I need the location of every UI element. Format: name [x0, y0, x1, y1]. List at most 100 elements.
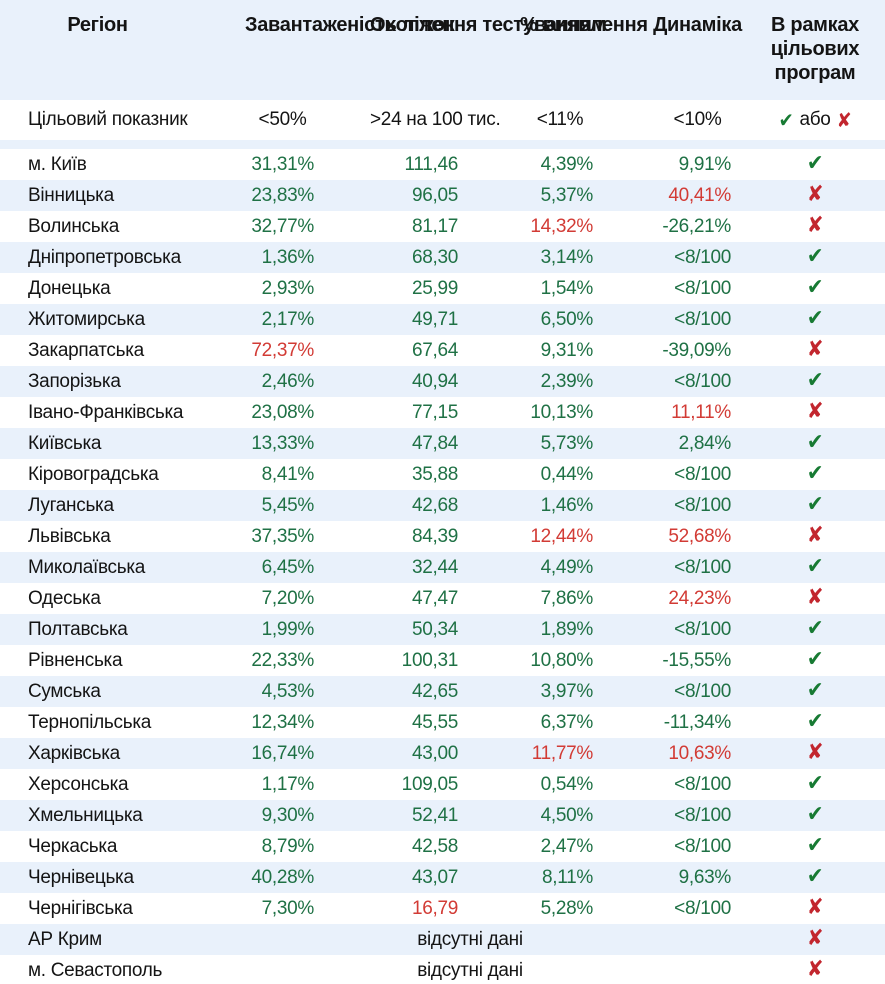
- dynamics-value: 10,63%: [668, 742, 731, 764]
- detection-value: 4,50%: [540, 804, 594, 826]
- dynamics-value: <8/100: [674, 246, 731, 268]
- region-name: Львівська: [28, 525, 111, 547]
- detection-value: 0,54%: [540, 773, 594, 795]
- target-status-legend: ✔ або ✘: [745, 100, 885, 140]
- detection-value: 3,14%: [540, 246, 594, 268]
- status-cell: ✔: [745, 273, 885, 304]
- region-name: Закарпатська: [28, 339, 144, 361]
- testing-value: 52,41: [411, 804, 458, 826]
- table-row: Черкаська 8,79% 42,58 2,47% <8/100 ✔: [0, 831, 885, 862]
- beds-value: 16,74%: [251, 742, 314, 764]
- testing-value: 45,55: [411, 711, 458, 733]
- table-row: Львівська 37,35% 84,39 12,44% 52,68% ✘: [0, 521, 885, 552]
- check-icon: ✔: [806, 368, 824, 394]
- check-icon: ✔: [806, 864, 824, 890]
- target-beds-value: <50%: [195, 100, 320, 140]
- dynamics-value: -11,34%: [663, 711, 732, 733]
- check-icon: ✔: [806, 151, 824, 177]
- status-cell: ✘: [745, 335, 885, 366]
- status-cell: ✔: [745, 552, 885, 583]
- check-icon: ✔: [806, 492, 824, 518]
- check-icon: ✔: [806, 275, 824, 301]
- region-name: Дніпропетровська: [28, 246, 181, 268]
- testing-value: 43,00: [411, 742, 458, 764]
- target-row-label: Цільовий показник: [0, 100, 195, 140]
- testing-value: 47,84: [411, 432, 458, 454]
- cross-icon: ✘: [806, 213, 824, 239]
- testing-value: 81,17: [411, 215, 458, 237]
- table-row: Івано-Франківська 23,08% 77,15 10,13% 11,11%…: [0, 397, 885, 428]
- testing-value: 100,31: [401, 649, 459, 671]
- dynamics-value: <8/100: [674, 494, 731, 516]
- dynamics-value: <8/100: [674, 463, 731, 485]
- detection-value: 3,97%: [540, 680, 594, 702]
- table-row: Вінницька 23,83% 96,05 5,37% 40,41% ✘: [0, 180, 885, 211]
- cross-icon: ✘: [806, 337, 824, 363]
- status-cell: ✔: [745, 831, 885, 862]
- region-name: м. Севастополь: [28, 959, 163, 981]
- status-cell: ✘: [745, 583, 885, 614]
- region-name: Івано-Франківська: [28, 401, 184, 423]
- check-icon: ✔: [806, 616, 824, 642]
- beds-value: 22,33%: [251, 649, 314, 671]
- cross-icon: ✘: [806, 926, 824, 952]
- table-row: Луганська 5,45% 42,68 1,46% <8/100 ✔: [0, 490, 885, 521]
- detection-value: 14,32%: [530, 215, 593, 237]
- detection-value: 6,37%: [540, 711, 594, 733]
- testing-value: 16,79: [411, 897, 458, 919]
- beds-value: 12,34%: [251, 711, 314, 733]
- status-cell: ✔: [745, 614, 885, 645]
- table-row: Чернівецька 40,28% 43,07 8,11% 9,63% ✔: [0, 862, 885, 893]
- cross-icon: ✘: [806, 957, 824, 983]
- check-icon: ✔: [806, 554, 824, 580]
- beds-value: 2,17%: [261, 308, 315, 330]
- status-cell: ✘: [745, 180, 885, 211]
- table-row: Одеська 7,20% 47,47 7,86% 24,23% ✘: [0, 583, 885, 614]
- testing-value: 40,94: [411, 370, 458, 392]
- region-name: Луганська: [28, 494, 114, 516]
- detection-value: 9,31%: [540, 339, 594, 361]
- region-name: Миколаївська: [28, 556, 146, 578]
- column-header-target-programs: В рамках цільових програм: [770, 14, 860, 84]
- detection-value: 11,77%: [531, 742, 594, 764]
- region-name: Рівненська: [28, 649, 123, 671]
- region-name: Черкаська: [28, 835, 118, 857]
- dynamics-value: -15,55%: [662, 649, 731, 671]
- no-data-label: відсутні дані: [417, 959, 523, 981]
- dynamics-value: 40,41%: [668, 184, 731, 206]
- testing-value: 109,05: [401, 773, 459, 795]
- detection-value: 10,13%: [530, 401, 593, 423]
- table-row: Харківська 16,74% 43,00 11,77% 10,63% ✘: [0, 738, 885, 769]
- dynamics-value: 24,23%: [668, 587, 731, 609]
- table-row: Рівненська 22,33% 100,31 10,80% -15,55% ✔: [0, 645, 885, 676]
- dynamics-value: 9,91%: [678, 153, 732, 175]
- beds-value: 8,41%: [261, 463, 315, 485]
- cross-icon: ✘: [836, 107, 852, 132]
- table-row: Житомирська 2,17% 49,71 6,50% <8/100 ✔: [0, 304, 885, 335]
- beds-value: 6,45%: [261, 556, 315, 578]
- detection-value: 2,39%: [540, 370, 594, 392]
- dynamics-value: <8/100: [674, 618, 731, 640]
- cross-icon: ✘: [806, 182, 824, 208]
- table-row: Запорізька 2,46% 40,94 2,39% <8/100 ✔: [0, 366, 885, 397]
- column-header-region: Регіон: [67, 14, 128, 36]
- status-cell: ✔: [745, 242, 885, 273]
- detection-value: 4,49%: [540, 556, 594, 578]
- region-name: Харківська: [28, 742, 120, 764]
- region-name: Полтавська: [28, 618, 128, 640]
- header-spacer: [0, 140, 885, 149]
- dynamics-value: <8/100: [674, 773, 731, 795]
- detection-value: 1,89%: [540, 618, 594, 640]
- status-cell: ✘: [745, 397, 885, 428]
- region-name: Чернівецька: [28, 866, 134, 888]
- region-name: Донецька: [28, 277, 111, 299]
- detection-value: 1,54%: [540, 277, 594, 299]
- dynamics-value: <8/100: [674, 680, 731, 702]
- table-row: Кіровоградська 8,41% 35,88 0,44% <8/100 ✔: [0, 459, 885, 490]
- status-cell: ✔: [745, 676, 885, 707]
- dynamics-value: -26,21%: [662, 215, 731, 237]
- detection-value: 5,37%: [540, 184, 594, 206]
- region-name: Запорізька: [28, 370, 121, 392]
- testing-value: 42,58: [411, 835, 458, 857]
